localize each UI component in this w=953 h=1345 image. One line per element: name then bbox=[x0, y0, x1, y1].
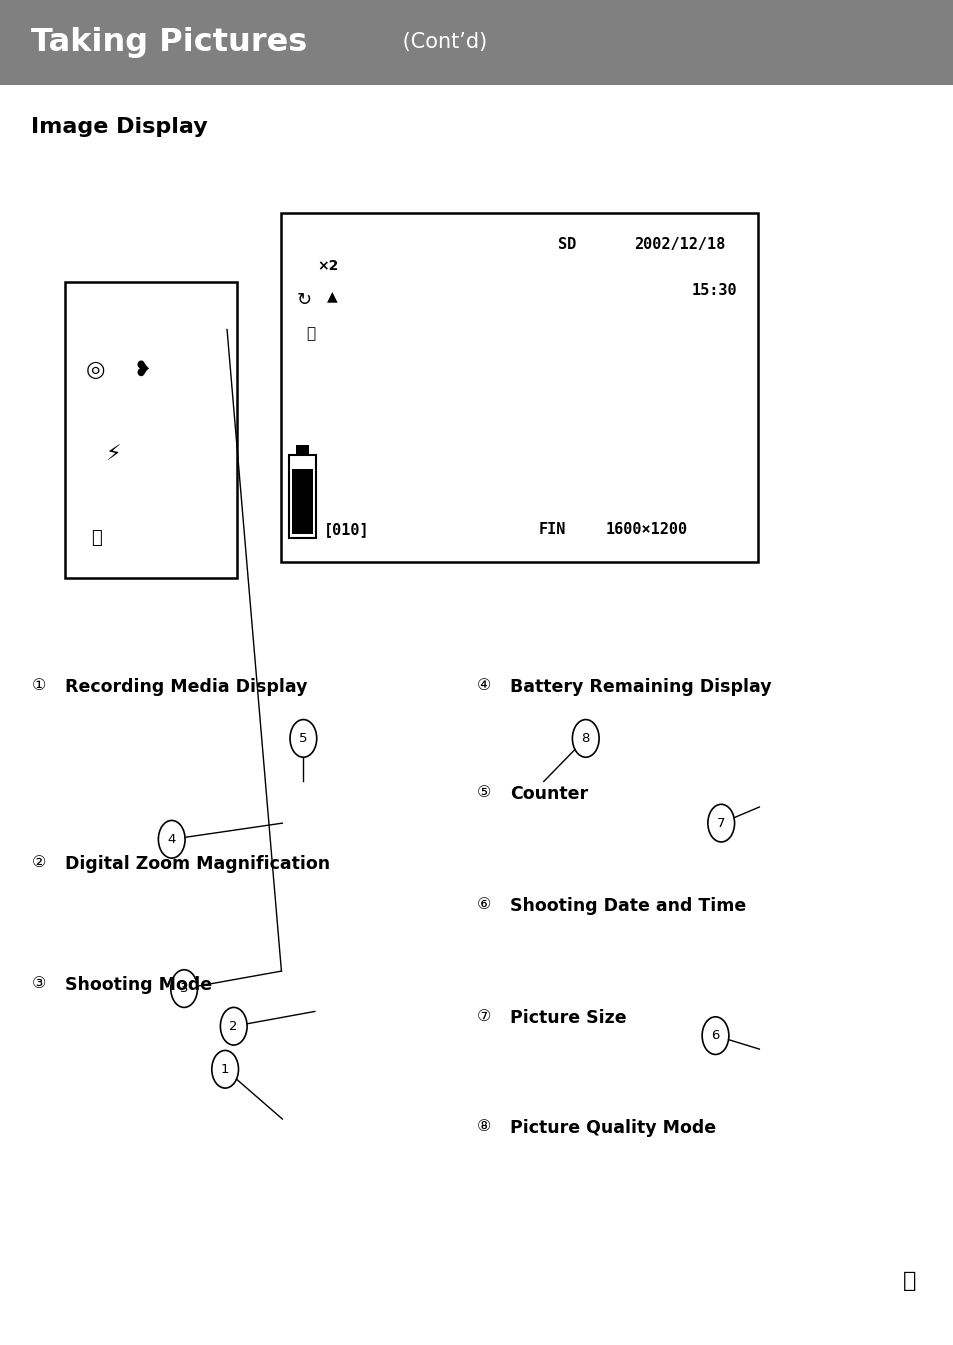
Text: Picture Size: Picture Size bbox=[510, 1009, 626, 1026]
Text: Picture Quality Mode: Picture Quality Mode bbox=[510, 1119, 716, 1137]
Text: ⑦: ⑦ bbox=[476, 1009, 491, 1024]
Text: ④: ④ bbox=[476, 678, 491, 693]
Bar bbox=[289, 455, 315, 538]
Text: 15:30: 15:30 bbox=[691, 282, 737, 299]
Bar bbox=[292, 469, 313, 534]
Text: Image Display: Image Display bbox=[31, 117, 208, 137]
Text: 2002/12/18: 2002/12/18 bbox=[634, 237, 725, 253]
Text: ⑤: ⑤ bbox=[476, 785, 491, 800]
Text: ×2: ×2 bbox=[317, 260, 338, 273]
Text: Digital Zoom Magnification: Digital Zoom Magnification bbox=[65, 855, 330, 873]
Text: ⑥: ⑥ bbox=[476, 897, 491, 912]
Text: Counter: Counter bbox=[510, 785, 588, 803]
Text: Battery Remaining Display: Battery Remaining Display bbox=[510, 678, 771, 695]
Text: 2: 2 bbox=[230, 1020, 237, 1033]
Text: (Cont’d): (Cont’d) bbox=[395, 32, 487, 52]
Text: 4: 4 bbox=[168, 833, 175, 846]
Text: Shooting Date and Time: Shooting Date and Time bbox=[510, 897, 746, 915]
Text: ↻: ↻ bbox=[296, 291, 312, 309]
Text: Shooting Mode: Shooting Mode bbox=[65, 976, 212, 994]
Text: ①: ① bbox=[31, 678, 46, 693]
Text: SD: SD bbox=[558, 237, 576, 253]
Text: Taking Pictures: Taking Pictures bbox=[31, 27, 308, 58]
Text: 🏞: 🏞 bbox=[91, 529, 101, 547]
Text: 7: 7 bbox=[717, 816, 724, 830]
Text: ❥: ❥ bbox=[133, 360, 151, 379]
Text: [010]: [010] bbox=[323, 522, 369, 538]
Text: ◎: ◎ bbox=[86, 360, 105, 379]
Text: ②: ② bbox=[31, 855, 46, 870]
Bar bbox=[0, 0, 953, 85]
Text: FIN: FIN bbox=[538, 522, 566, 538]
Text: 3: 3 bbox=[180, 982, 188, 995]
Text: 6: 6 bbox=[711, 1029, 719, 1042]
Text: ⑧: ⑧ bbox=[476, 1119, 491, 1134]
Text: Recording Media Display: Recording Media Display bbox=[65, 678, 307, 695]
Bar bbox=[281, 213, 758, 562]
Bar bbox=[295, 445, 309, 455]
Text: ⚡: ⚡ bbox=[105, 445, 120, 464]
Text: ▲: ▲ bbox=[327, 289, 337, 303]
Bar bbox=[65, 282, 236, 578]
Text: 5: 5 bbox=[299, 732, 307, 745]
Text: ③: ③ bbox=[31, 976, 46, 991]
Text: 🎥: 🎥 bbox=[902, 1271, 915, 1291]
Text: 8: 8 bbox=[581, 732, 589, 745]
Text: 1: 1 bbox=[221, 1063, 229, 1076]
Text: 1600×1200: 1600×1200 bbox=[605, 522, 687, 538]
Text: ⌛: ⌛ bbox=[306, 325, 315, 342]
